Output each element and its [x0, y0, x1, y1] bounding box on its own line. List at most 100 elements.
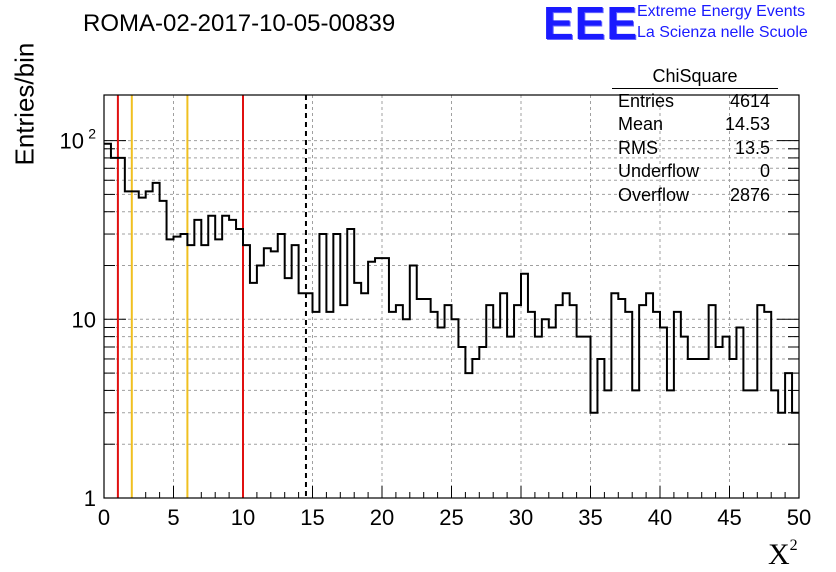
- histogram-outline: [104, 142, 799, 414]
- histogram-bin: [702, 359, 709, 498]
- histogram-bin: [347, 229, 354, 498]
- x-tick-label: 25: [439, 505, 463, 530]
- stats-title: ChiSquare: [612, 66, 778, 89]
- plot-frame: [103, 94, 800, 499]
- histogram-bin: [452, 319, 459, 498]
- histogram-bin: [750, 390, 757, 498]
- histogram-bin: [618, 299, 625, 498]
- histogram-bin: [771, 390, 778, 498]
- stats-value: 14.53: [724, 114, 770, 135]
- stats-value: 13.5: [734, 137, 770, 158]
- histogram-bin: [785, 373, 792, 498]
- histogram-bin: [285, 278, 292, 498]
- histogram-bin: [431, 312, 438, 498]
- x-axis-label-base: X: [768, 538, 790, 571]
- histogram-bin: [458, 347, 465, 498]
- histogram-bin: [792, 413, 799, 498]
- x-tick-label: 5: [167, 505, 179, 530]
- histogram-bin: [584, 337, 591, 498]
- histogram-bin: [187, 245, 194, 498]
- histogram-bin: [730, 359, 737, 498]
- histogram-bin: [528, 312, 535, 498]
- stats-label: Entries: [618, 91, 675, 111]
- stats-value: 2876: [729, 184, 770, 205]
- x-tick-label: 15: [300, 505, 324, 530]
- histogram-bin: [368, 262, 375, 498]
- histogram-bin: [271, 251, 278, 498]
- histogram-bin: [361, 293, 368, 498]
- histogram-bin: [424, 299, 431, 498]
- histogram-bin: [563, 293, 570, 498]
- histogram-bin: [660, 327, 667, 498]
- histogram-bin: [410, 266, 417, 498]
- histogram-bin: [403, 319, 410, 498]
- stats-row-entries: Entries 4614: [612, 91, 778, 114]
- histogram-bin: [445, 305, 452, 498]
- histogram-bin: [201, 245, 208, 498]
- histogram-bin: [118, 158, 125, 498]
- x-tick-label: 45: [717, 505, 741, 530]
- histogram-bin: [521, 274, 528, 498]
- histogram-bin: [646, 293, 653, 498]
- logo-line-1: Extreme Energy Events: [637, 3, 806, 20]
- stats-value: 0: [759, 161, 770, 182]
- chart-title: ROMA-02-2017-10-05-00839: [83, 10, 396, 37]
- histogram-bin: [257, 266, 264, 498]
- x-tick-label: 20: [370, 505, 394, 530]
- histogram-bin: [306, 293, 313, 498]
- y-tick-label: 10: [60, 129, 84, 154]
- histogram-bin: [250, 283, 257, 498]
- reference-lines: [116, 95, 307, 498]
- histogram-bin: [577, 337, 584, 498]
- histogram-bin: [146, 191, 153, 498]
- histogram-bin: [236, 229, 243, 498]
- eee-logo: EEE: [543, 0, 639, 49]
- x-tick-label: 0: [98, 505, 110, 530]
- histogram-bin: [597, 359, 604, 498]
- histogram-bin: [438, 327, 445, 498]
- histogram-bin: [604, 390, 611, 498]
- histogram-bin: [549, 327, 556, 498]
- histogram-bin: [667, 390, 674, 498]
- histogram-bin: [681, 337, 688, 498]
- histogram-bin: [153, 183, 160, 498]
- histogram-bin: [375, 258, 382, 498]
- histogram-bin: [167, 239, 174, 498]
- histogram-bin: [723, 337, 730, 498]
- stats-box: ChiSquare Entries 4614 Mean 14.53 RMS 13.5 …: [612, 66, 778, 208]
- x-tick-label: 40: [648, 505, 672, 530]
- histogram-bin: [556, 305, 563, 498]
- histogram-bin: [743, 390, 750, 498]
- histogram-bin: [243, 245, 250, 498]
- stats-value: 4614: [729, 91, 770, 111]
- histogram-bin: [716, 347, 723, 498]
- histogram-bin: [486, 305, 493, 498]
- histogram-bin: [639, 305, 646, 498]
- histogram-bin: [591, 413, 598, 498]
- histogram-bin: [160, 201, 167, 498]
- stats-label: RMS: [618, 137, 658, 158]
- y-tick-label-exp: 2: [88, 126, 96, 142]
- stats-row-mean: Mean 14.53: [612, 114, 778, 137]
- histogram-bin: [625, 312, 632, 498]
- histogram-bin: [465, 373, 472, 498]
- stats-row-rms: RMS 13.5: [612, 138, 778, 161]
- histogram-bin: [674, 312, 681, 498]
- histogram-bin: [278, 234, 285, 498]
- histogram-bin: [319, 234, 326, 498]
- x-tick-label: 35: [578, 505, 602, 530]
- histogram-bin: [472, 359, 479, 498]
- histogram-bin: [757, 305, 764, 498]
- histogram-bin: [313, 312, 320, 498]
- histogram-bin: [215, 239, 222, 498]
- histogram-bin: [542, 319, 549, 498]
- histogram-bin: [500, 293, 507, 498]
- histogram-bin: [264, 248, 271, 498]
- histogram-bin: [778, 413, 785, 498]
- histogram-bin: [570, 305, 577, 498]
- x-tick-label: 10: [231, 505, 255, 530]
- histogram-bin: [111, 158, 118, 498]
- x-tick-label: 30: [509, 505, 533, 530]
- histogram-bin: [764, 312, 771, 498]
